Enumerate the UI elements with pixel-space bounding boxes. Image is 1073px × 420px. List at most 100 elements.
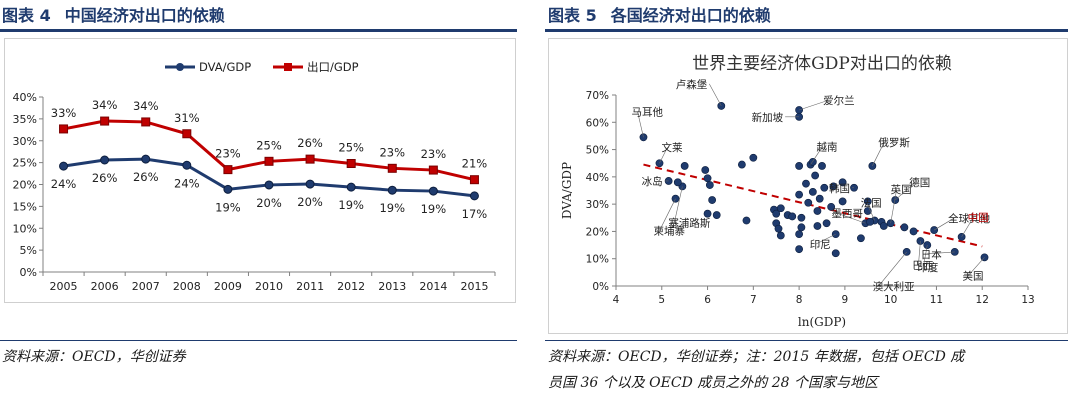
scatter-point — [795, 230, 804, 239]
data-label: 26% — [297, 136, 323, 150]
y-tick-label: 10% — [586, 254, 609, 266]
data-label: 23% — [421, 147, 447, 161]
legend-marker — [176, 63, 184, 71]
scatter-point — [673, 178, 682, 187]
scatter-point — [795, 190, 804, 199]
scatter-point — [857, 234, 865, 243]
data-label: 20% — [297, 195, 323, 209]
scatter-point — [671, 194, 680, 203]
figure-5-title: 图表 5 各国经济对出口的依赖 — [548, 2, 771, 26]
y-tick-label: 40% — [13, 91, 37, 104]
point-label: 英国 — [891, 183, 912, 196]
y-tick-label: 20% — [13, 179, 37, 192]
scatter-point — [795, 106, 804, 114]
scatter-point — [802, 179, 810, 188]
label-leader-line — [961, 216, 974, 238]
scatter-point — [818, 162, 826, 170]
label-leader-line — [659, 198, 676, 231]
label-leader-line — [799, 99, 830, 111]
data-label: 19% — [215, 200, 241, 214]
export-point — [346, 159, 356, 168]
point-label: 冰岛 — [642, 175, 663, 188]
label-leader-line — [866, 202, 875, 221]
scatter-point — [703, 174, 712, 183]
gdp-export-scatter-chart: 世界主要经济体GDP对出口的依赖 0% 10% 20% 30% 40% 50% 60% 70% 4… — [560, 54, 1035, 329]
data-label: 19% — [421, 202, 447, 216]
data-label: 21% — [462, 157, 488, 171]
x-tick-label: 2014 — [419, 280, 447, 293]
scatter-point — [737, 160, 746, 169]
point-label: 卢森堡 — [676, 78, 708, 91]
figure-5-top-rule — [545, 29, 1068, 32]
scatter-point — [705, 181, 714, 189]
figure-4-chart-box: 0% 5% 10% 15% 20% 25% 30% 35% 40% 2005 2006 2007 200… — [4, 38, 516, 303]
data-label: 20% — [256, 196, 282, 210]
label-leader-line — [918, 240, 921, 266]
dva-point — [428, 186, 438, 196]
dva-point — [100, 155, 110, 165]
x-tick-label: 2013 — [378, 280, 406, 293]
y-tick-label: 30% — [586, 199, 609, 211]
scatter-point — [776, 204, 785, 213]
scatter-point — [808, 187, 817, 196]
dva-point — [387, 185, 397, 195]
label-leader-line — [878, 251, 907, 287]
data-label: 26% — [92, 171, 118, 185]
data-label: 19% — [379, 201, 405, 215]
scatter-point — [808, 157, 817, 166]
point-label: 塞浦路斯 — [668, 216, 710, 229]
scatter-point — [717, 102, 726, 110]
y-tick-label: 20% — [586, 226, 609, 238]
scatter-point — [774, 224, 783, 233]
dva-point — [141, 154, 151, 164]
scatter-point — [795, 162, 804, 170]
scatter-point — [815, 194, 824, 203]
x-tick-label: 2010 — [255, 280, 283, 293]
x-tick-label: 7 — [750, 294, 757, 306]
legend-label: DVA/GDP — [199, 60, 251, 74]
data-label: 17% — [462, 207, 488, 221]
label-leader-line — [815, 233, 836, 245]
scatter-point — [788, 212, 797, 221]
y-tick-label: 0% — [20, 266, 37, 279]
x-tick-label: 2015 — [460, 280, 488, 293]
y-tick-label: 60% — [586, 117, 609, 129]
x-tick-label: 9 — [842, 294, 849, 306]
scatter-point — [838, 197, 847, 206]
point-label: 法国 — [861, 197, 882, 210]
scatter-point — [639, 133, 648, 142]
export-point — [305, 154, 315, 164]
label-leader-line — [890, 189, 897, 224]
figure-4-caption: 中国经济对出口的依赖 — [64, 6, 225, 25]
scatter-point — [772, 209, 781, 218]
scatter-point — [820, 183, 829, 192]
y-tick-label: 35% — [13, 113, 37, 126]
point-label: 越南 — [817, 141, 838, 154]
figure-4-number: 图表 4 — [2, 6, 51, 25]
figure-4-bottom-rule — [0, 340, 517, 341]
y-tick-label: 30% — [13, 135, 37, 148]
x-tick-label: 8 — [796, 294, 803, 306]
label-leader-line — [810, 146, 823, 165]
label-leader-line — [872, 141, 885, 167]
y-tick-label: 15% — [13, 200, 37, 213]
scatter-point — [701, 166, 710, 174]
legend-label: 出口/GDP — [307, 60, 359, 74]
dva-point — [59, 161, 69, 171]
figure-5-number: 图表 5 — [548, 6, 597, 25]
scatter-point — [822, 219, 831, 228]
scatter-point — [879, 222, 888, 230]
x-tick-label: 10 — [884, 294, 897, 306]
scatter-point — [930, 226, 939, 234]
scatter-point — [811, 171, 820, 180]
data-label: 23% — [379, 145, 405, 159]
scatter-point — [680, 162, 689, 170]
figure-5-caption: 各国经济对出口的依赖 — [610, 6, 771, 25]
x-axis-title: ln(GDP) — [798, 315, 846, 329]
dva-point — [264, 180, 274, 190]
scatter-point — [900, 223, 909, 232]
y-tick-label: 25% — [13, 157, 37, 170]
scatter-point — [712, 211, 721, 219]
label-leader-line — [709, 83, 722, 107]
data-label: 31% — [174, 111, 200, 125]
